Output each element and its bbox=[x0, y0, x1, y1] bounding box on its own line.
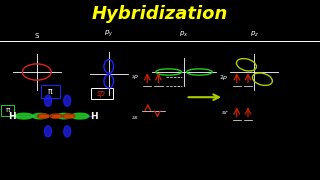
Ellipse shape bbox=[64, 126, 71, 137]
Text: Hybridization: Hybridization bbox=[92, 5, 228, 23]
Ellipse shape bbox=[50, 114, 62, 118]
Text: $p_z$: $p_z$ bbox=[250, 30, 259, 39]
Text: S: S bbox=[35, 33, 39, 39]
Text: $2p$: $2p$ bbox=[219, 73, 229, 82]
Ellipse shape bbox=[71, 113, 89, 119]
Text: $_2p$: $_2p$ bbox=[131, 73, 139, 81]
Ellipse shape bbox=[44, 126, 52, 137]
Text: $sr$: $sr$ bbox=[221, 108, 229, 116]
Text: sp: sp bbox=[97, 89, 106, 98]
Text: H: H bbox=[91, 112, 98, 121]
Text: $_2s$: $_2s$ bbox=[131, 114, 139, 122]
Ellipse shape bbox=[37, 114, 49, 118]
Ellipse shape bbox=[44, 95, 52, 106]
Text: $p_x$: $p_x$ bbox=[179, 30, 189, 39]
Ellipse shape bbox=[64, 95, 71, 106]
Ellipse shape bbox=[15, 113, 33, 119]
Ellipse shape bbox=[56, 113, 72, 119]
Text: π: π bbox=[5, 107, 10, 113]
Text: $p_y$: $p_y$ bbox=[104, 28, 114, 39]
Text: π: π bbox=[48, 87, 52, 96]
Ellipse shape bbox=[63, 114, 75, 118]
Text: H: H bbox=[8, 112, 16, 121]
Ellipse shape bbox=[32, 113, 48, 119]
